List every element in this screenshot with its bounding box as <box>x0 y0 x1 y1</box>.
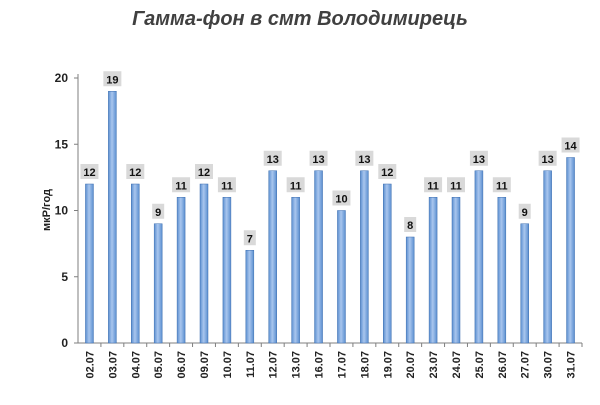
data-label: 12 <box>129 167 141 179</box>
bar <box>291 197 300 344</box>
y-axis-label: мкР/год <box>41 189 53 231</box>
x-tick-label: 26.07 <box>497 351 509 379</box>
data-label-box <box>538 150 557 166</box>
data-label-box <box>217 177 236 193</box>
bar <box>383 183 392 344</box>
data-label: 13 <box>358 154 370 166</box>
x-tick-label: 27.07 <box>520 351 532 379</box>
data-label: 11 <box>427 180 439 192</box>
data-label-box <box>243 230 256 246</box>
data-label-box <box>103 71 122 87</box>
data-label: 11 <box>221 180 233 192</box>
x-tick-label: 23.07 <box>428 351 440 379</box>
x-tick-label: 17.07 <box>336 351 348 379</box>
x-tick-label: 04.07 <box>130 351 142 379</box>
data-label: 12 <box>83 167 95 179</box>
data-label-box <box>561 137 580 153</box>
data-label: 9 <box>522 207 528 219</box>
data-label-box <box>469 150 488 166</box>
data-label: 13 <box>312 154 324 166</box>
y-tick-label: 5 <box>61 270 68 284</box>
data-label-box <box>518 203 531 219</box>
bar <box>520 223 529 344</box>
data-label: 13 <box>542 154 554 166</box>
data-label-box <box>378 164 397 179</box>
data-label-box <box>309 150 328 166</box>
data-label: 8 <box>407 220 413 232</box>
x-tick-label: 24.07 <box>451 351 463 379</box>
data-label-box <box>172 177 191 193</box>
bar <box>85 183 94 344</box>
bar <box>222 197 232 344</box>
data-label-box <box>263 150 282 166</box>
bar <box>153 223 163 344</box>
y-tick-label: 15 <box>55 137 69 151</box>
data-label: 7 <box>247 233 253 245</box>
bar <box>543 170 552 344</box>
bar <box>268 170 277 344</box>
data-label-box <box>447 177 465 193</box>
bar <box>497 197 507 344</box>
x-tick-label: 09.07 <box>199 351 211 379</box>
bar <box>314 170 323 344</box>
chart-title: Гамма-фон в смт Володимирець <box>132 8 468 30</box>
bar <box>245 250 255 344</box>
data-label: 11 <box>290 180 302 192</box>
bar <box>405 236 415 344</box>
data-label-box <box>80 164 99 179</box>
data-label: 13 <box>267 154 279 166</box>
x-tick-label: 11.07 <box>245 351 257 378</box>
bar <box>131 183 140 344</box>
bar <box>176 197 186 344</box>
data-label: 11 <box>496 180 508 192</box>
x-tick-label: 20.07 <box>405 351 417 379</box>
x-tick-label: 30.07 <box>543 351 555 379</box>
x-tick-label: 19.07 <box>382 351 394 379</box>
data-label-box <box>404 217 417 232</box>
x-tick-label: 13.07 <box>291 351 303 379</box>
bar <box>566 157 575 344</box>
data-label: 12 <box>381 167 393 179</box>
bar <box>360 170 369 344</box>
data-label: 11 <box>450 180 462 192</box>
bar <box>451 197 461 344</box>
data-label: 13 <box>473 154 485 166</box>
data-label: 10 <box>335 194 347 206</box>
bar <box>108 91 117 344</box>
x-tick-label: 25.07 <box>474 351 486 379</box>
bar <box>474 170 484 344</box>
y-tick-label: 20 <box>55 71 69 85</box>
x-tick-label: 31.07 <box>566 351 578 379</box>
bar <box>428 197 438 344</box>
data-label-box <box>424 177 443 193</box>
data-label-box <box>332 190 351 206</box>
data-label-box <box>152 203 165 219</box>
x-tick-label: 18.07 <box>359 351 371 379</box>
x-tick-label: 03.07 <box>107 351 119 379</box>
data-label: 11 <box>175 180 187 192</box>
data-label-box <box>126 164 145 179</box>
x-tick-label: 16.07 <box>314 351 326 379</box>
x-tick-label: 02.07 <box>84 351 96 379</box>
data-label-box <box>355 150 374 166</box>
data-label: 19 <box>106 74 118 86</box>
x-tick-label: 10.07 <box>222 351 234 379</box>
data-label: 12 <box>198 167 210 179</box>
x-tick-label: 06.07 <box>176 351 188 379</box>
data-label: 9 <box>155 207 161 219</box>
data-label-box <box>286 177 305 193</box>
data-label-box <box>492 177 511 193</box>
x-tick-label: 12.07 <box>268 351 280 379</box>
y-tick-label: 0 <box>61 336 68 350</box>
y-tick-label: 10 <box>55 204 69 218</box>
data-label-box <box>195 164 213 179</box>
x-tick-label: 05.07 <box>153 351 165 379</box>
bar <box>337 210 346 344</box>
data-label: 14 <box>564 141 577 153</box>
bar <box>199 183 209 344</box>
